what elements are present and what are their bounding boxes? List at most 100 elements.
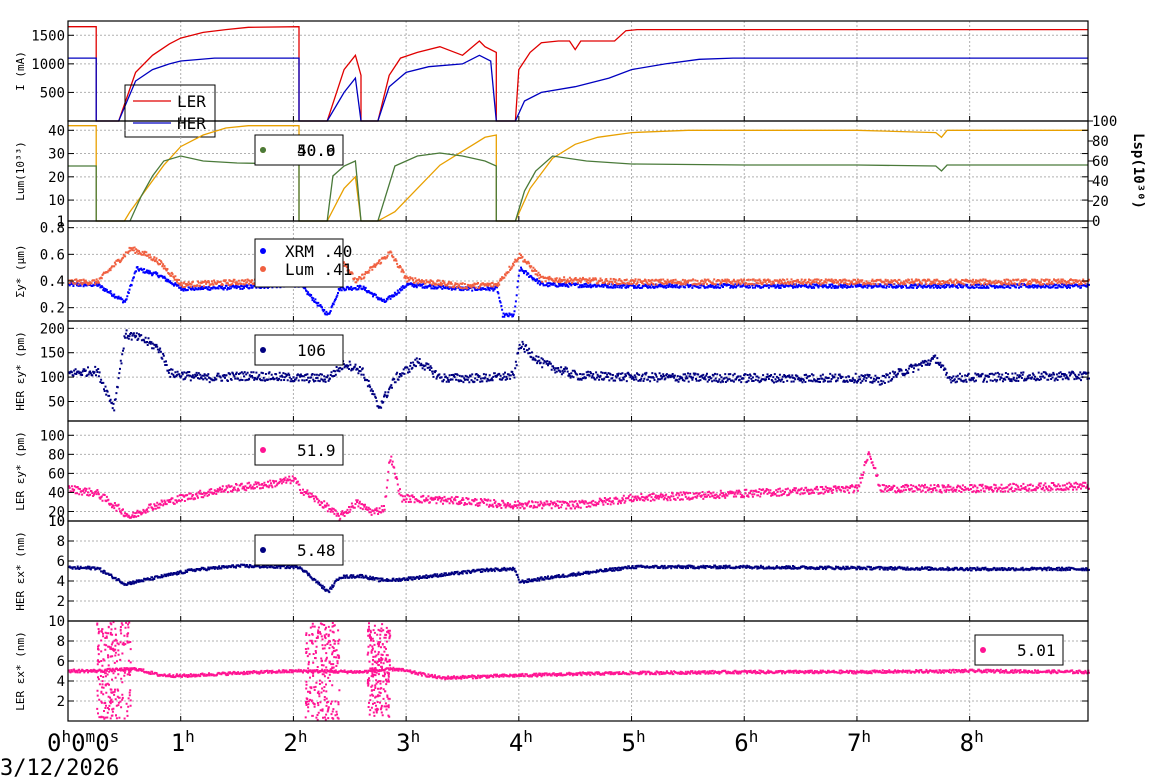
y-tick-label-right: 20 [1092, 194, 1109, 210]
legend-box [254, 334, 344, 366]
series-line-1 [68, 125, 1088, 222]
series-line-2 [68, 54, 1088, 122]
y-tick-label: 500 [40, 85, 65, 101]
legend-value: 106 [297, 341, 326, 360]
x-tick-label: 6h [734, 727, 758, 758]
y-tick-label: 0.4 [40, 274, 65, 290]
series-dots-1 [68, 563, 1090, 594]
legend-swatch [260, 266, 266, 272]
y-tick-label: 1500 [31, 28, 65, 44]
y-tick-label: 2 [57, 594, 65, 610]
y-tick-label: 10 [48, 614, 65, 630]
y-tick-label: 100 [40, 370, 65, 386]
y-tick-label: 20 [48, 504, 65, 520]
y-tick-label: 4 [57, 574, 65, 590]
data-points [68, 246, 1090, 290]
y-tick-label-right: 0 [1092, 214, 1100, 230]
y-axis-label-right: Lsp(10³⁰) [1130, 133, 1146, 209]
legend-value: 40.6 [297, 141, 336, 160]
y-tick-label: 40 [48, 485, 65, 501]
y-tick-label: 8 [57, 534, 65, 550]
x-tick-label: 5h [622, 727, 646, 758]
y-tick-label: 50 [48, 394, 65, 410]
panel-1: 500 1000 1500 I (mA) LER HER [14, 20, 1089, 138]
y-tick-label: 100 [40, 428, 65, 444]
series-dots-1 [68, 451, 1090, 522]
x-tick-label: 7h [847, 727, 871, 758]
y-tick-label: 150 [40, 346, 65, 362]
data-points [68, 451, 1090, 522]
legend: LER HER [124, 84, 216, 138]
data-points [68, 329, 1090, 412]
y-tick-label: 0.6 [40, 247, 65, 263]
series-line-2 [68, 152, 1088, 222]
y-tick-label-right: 40 [1092, 174, 1109, 190]
panel-frame [67, 120, 1089, 222]
y-tick-label: 0.2 [40, 301, 65, 317]
y-tick-label: 1 [57, 214, 65, 230]
legend: 50.940.6 [254, 134, 344, 166]
legend-label: XRM .40 [285, 242, 352, 261]
panel-2: 1 10 20 30 40 0 20 40 60 80 100 Lum(10³³) Lsp(10³⁰) 5… [14, 114, 1146, 230]
y-tick-label: 10 [48, 514, 65, 530]
legend-label: HER [177, 114, 206, 133]
legend-swatch [260, 347, 266, 353]
legend: 51.9 [254, 434, 344, 466]
y-tick-label: 6 [57, 554, 65, 570]
panel-frame [67, 520, 1089, 622]
legend: 5.01 [974, 634, 1064, 666]
legend-box [254, 238, 344, 288]
panel-frame [67, 620, 1089, 722]
y-axis-label: Σy* (μm) [14, 245, 27, 298]
series-line-1 [68, 26, 1088, 122]
x-tick-label: 0h0m0s [47, 727, 119, 758]
y-axis-label: HER εy* (pm) [14, 331, 27, 410]
y-tick-label: 80 [48, 447, 65, 463]
legend: 106 [254, 334, 344, 366]
date-label: 3/12/2026 [0, 756, 120, 781]
panel-4: 50 100 150 200 HER εy* (pm) 106 [14, 320, 1090, 422]
y-tick-label-right: 60 [1092, 154, 1109, 170]
series-dots-1 [68, 266, 1090, 318]
data-points [68, 666, 1090, 681]
y-tick-label: 10 [48, 514, 65, 530]
legend-value: 51.9 [297, 441, 336, 460]
legend-swatch [260, 147, 266, 153]
y-tick-label: 30 [48, 147, 65, 163]
series-dots-1 [68, 329, 1090, 412]
y-tick-label-right: 80 [1092, 134, 1109, 150]
y-axis-label: I (mA) [14, 51, 27, 91]
series-cloud-2 [96, 621, 392, 721]
y-tick-label: 2 [57, 694, 65, 710]
y-axis-label: HER εx* (nm) [14, 531, 27, 610]
x-tick-label: 1h [171, 727, 195, 758]
legend-label: Lum .41 [285, 260, 352, 279]
panel-frame [67, 320, 1089, 422]
legend-box [254, 534, 344, 566]
legend-value: 5.48 [297, 541, 336, 560]
panel-6: 2 4 6 8 10 HER εx* (nm) 5.48 [14, 514, 1090, 622]
legend-label: LER [177, 92, 206, 111]
legend-swatch [980, 647, 986, 653]
panel-7: 2 4 6 8 10 LER εx* (nm) 5.01 [14, 614, 1090, 722]
y-tick-label: 0.8 [40, 221, 65, 237]
x-tick-label: 8h [960, 727, 984, 758]
legend-box [124, 84, 216, 138]
legend: 5.48 [254, 534, 344, 566]
series-dots-2 [68, 246, 1090, 290]
legend-box [974, 634, 1064, 666]
y-tick-label: 6 [57, 654, 65, 670]
legend-box [254, 134, 344, 166]
legend-swatch [260, 447, 266, 453]
y-axis-label: LER εx* (nm) [14, 631, 27, 710]
x-tick-label: 4h [509, 727, 533, 758]
y-tick-label: 4 [57, 674, 65, 690]
data-points [68, 563, 1090, 594]
data-points [96, 621, 392, 721]
y-tick-label: 40 [48, 123, 65, 139]
legend-box [254, 434, 344, 466]
legend-value: 5.01 [1017, 641, 1056, 660]
